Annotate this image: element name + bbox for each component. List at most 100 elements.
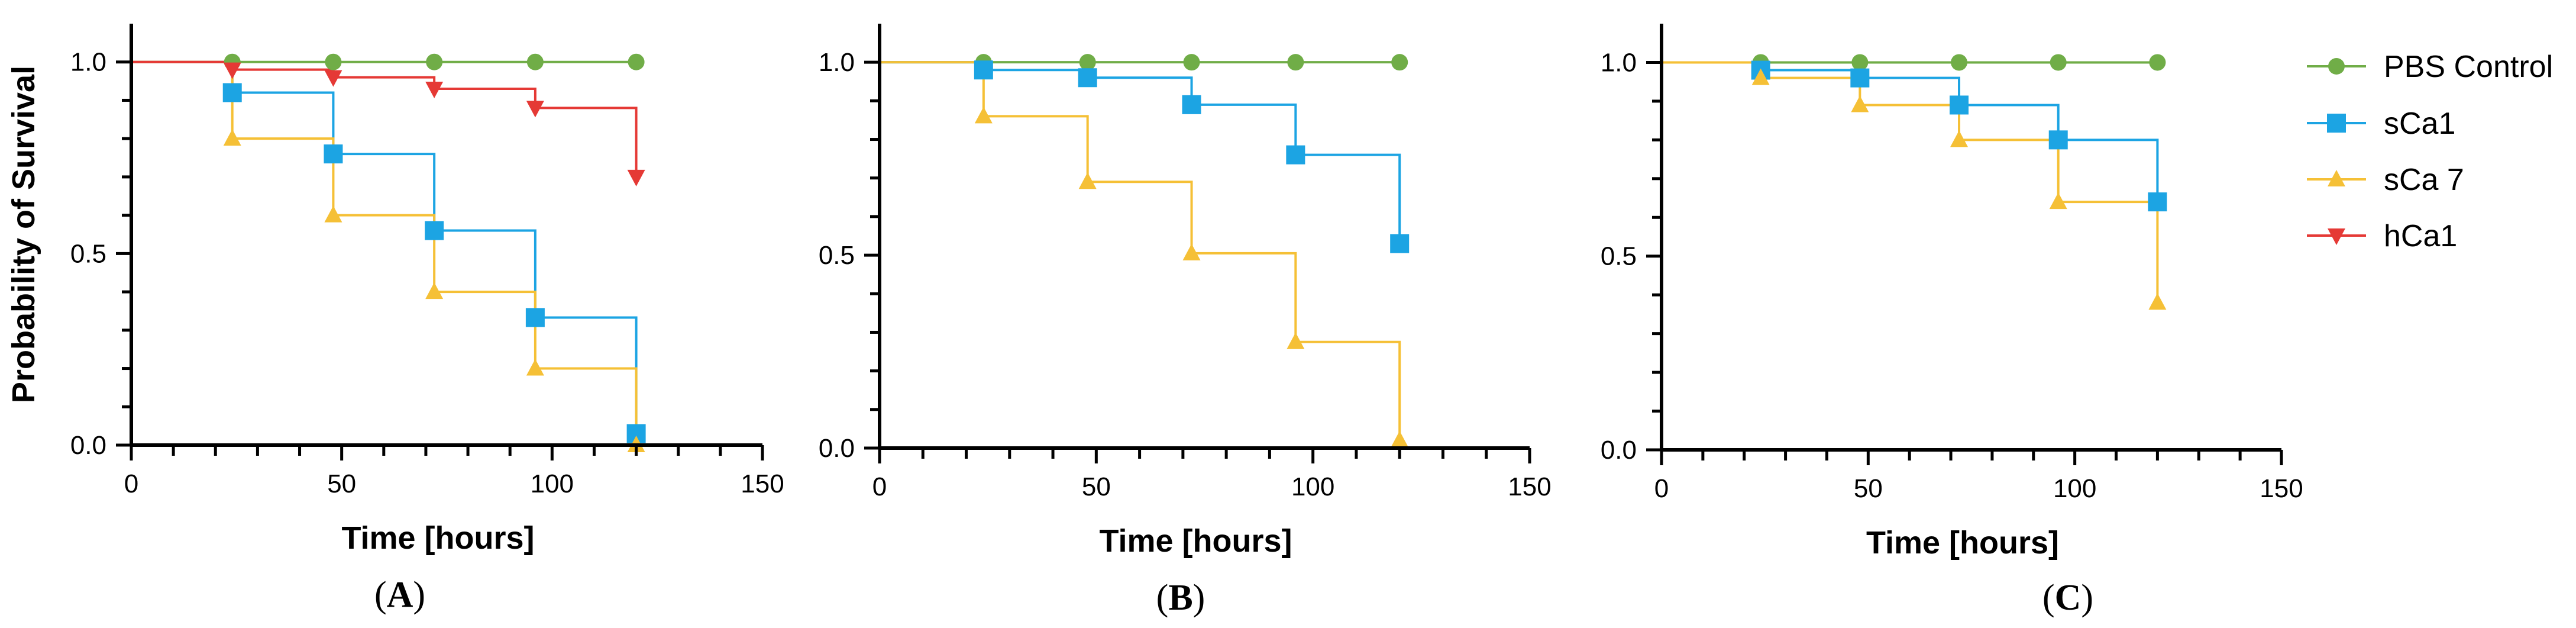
data-point-hca1 bbox=[324, 70, 342, 87]
legend-item-sca1: sCa1 bbox=[2307, 107, 2455, 141]
legend-marker-sca1 bbox=[2327, 114, 2346, 133]
data-point-sca7 bbox=[526, 359, 544, 376]
data-point-sca1 bbox=[2148, 192, 2167, 212]
data-point-pbs bbox=[1851, 54, 1869, 71]
legend-marker-hca1 bbox=[2328, 228, 2345, 245]
panel-label: (A) bbox=[374, 575, 425, 615]
panel-label-close: ) bbox=[1193, 578, 1205, 618]
data-point-sca7 bbox=[1287, 332, 1305, 349]
x-axis-title: Time [hours] bbox=[1866, 525, 2059, 561]
data-point-sca1 bbox=[2048, 130, 2068, 150]
series-line-sca1 bbox=[880, 61, 1401, 244]
data-point-sca1 bbox=[425, 221, 444, 240]
data-point-pbs bbox=[426, 53, 443, 70]
x-tick-label: 50 bbox=[1082, 472, 1111, 501]
y-tick-label: 0.0 bbox=[70, 431, 106, 460]
legend-marker-pbs bbox=[2328, 58, 2345, 75]
data-point-sca7 bbox=[1950, 130, 1969, 147]
y-tick-label: 0.0 bbox=[819, 434, 855, 463]
panel-label-close: ) bbox=[2081, 578, 2093, 618]
x-tick-label: 100 bbox=[1291, 472, 1334, 501]
x-tick-label: 100 bbox=[531, 469, 574, 498]
panels: 0 50 100 150 0.0 0.5 1.0 Time [hours] Probabilit… bbox=[6, 24, 2303, 618]
chart-panel-c: 0 50 100 150 0.0 0.5 1.0 Time [hours] (C) bbox=[1601, 24, 2303, 618]
data-point-sca7 bbox=[324, 205, 342, 223]
x-tick-label: 100 bbox=[2053, 474, 2096, 503]
data-point-sca1 bbox=[1182, 95, 1201, 114]
panel-label-open: ( bbox=[2042, 578, 2055, 618]
panel-label-open: ( bbox=[1156, 578, 1169, 618]
data-point-hca1 bbox=[425, 82, 444, 99]
y-tick-label: 0.0 bbox=[1601, 436, 1637, 465]
data-point-hca1 bbox=[223, 62, 241, 79]
data-point-pbs bbox=[1287, 54, 1304, 71]
x-tick-label: 150 bbox=[1508, 472, 1551, 501]
panel-label-close: ) bbox=[413, 575, 425, 615]
data-point-sca7 bbox=[1182, 243, 1201, 260]
panel-label-letter: B bbox=[1168, 578, 1192, 618]
legend-label: sCa 7 bbox=[2384, 163, 2464, 197]
data-point-pbs bbox=[1391, 54, 1408, 71]
data-point-sca1 bbox=[1850, 68, 1870, 88]
legend-label: sCa1 bbox=[2384, 107, 2455, 141]
data-point-pbs bbox=[628, 53, 645, 70]
panel-label: (B) bbox=[1156, 578, 1205, 618]
data-point-sca1 bbox=[1286, 145, 1305, 165]
data-point-pbs bbox=[2149, 54, 2166, 71]
legend-marker-sca7 bbox=[2328, 170, 2345, 186]
data-point-sca7 bbox=[1078, 172, 1097, 189]
legend-label: PBS Control bbox=[2384, 50, 2553, 84]
data-point-pbs bbox=[526, 53, 544, 70]
data-point-pbs bbox=[2050, 54, 2067, 71]
legend-item-hca1: hCa1 bbox=[2307, 219, 2457, 253]
data-point-pbs bbox=[1079, 54, 1096, 71]
data-point-hca1 bbox=[526, 101, 544, 118]
x-tick-label: 50 bbox=[327, 469, 356, 498]
series-line-sca7 bbox=[131, 60, 638, 445]
data-point-sca7 bbox=[223, 129, 241, 146]
data-point-pbs bbox=[325, 53, 342, 70]
data-point-pbs bbox=[1951, 54, 1968, 71]
data-point-sca7 bbox=[1751, 68, 1770, 85]
x-tick-label: 0 bbox=[872, 472, 887, 501]
data-point-sca7 bbox=[2148, 293, 2167, 310]
panel-label-open: ( bbox=[374, 575, 387, 615]
data-point-sca1 bbox=[222, 83, 242, 102]
x-tick-label: 0 bbox=[124, 469, 138, 498]
y-tick-label: 0.5 bbox=[70, 239, 106, 268]
data-point-sca7 bbox=[1851, 95, 1869, 112]
series-line-sca7 bbox=[880, 61, 1401, 440]
x-tick-label: 150 bbox=[741, 469, 784, 498]
data-point-sca7 bbox=[974, 107, 993, 124]
x-tick-label: 0 bbox=[1654, 474, 1669, 503]
x-tick-label: 50 bbox=[1854, 474, 1883, 503]
y-tick-label: 1.0 bbox=[819, 48, 855, 77]
legend-item-sca7: sCa 7 bbox=[2307, 163, 2464, 197]
y-tick-label: 0.5 bbox=[819, 241, 855, 270]
data-point-sca7 bbox=[1391, 430, 1409, 447]
data-point-sca1 bbox=[525, 308, 545, 327]
data-point-sca1 bbox=[1078, 68, 1097, 88]
data-point-hca1 bbox=[627, 169, 645, 186]
y-tick-label: 0.5 bbox=[1601, 242, 1637, 271]
series-line-sca1 bbox=[131, 60, 638, 434]
panel-label-letter: A bbox=[387, 575, 413, 615]
data-point-sca7 bbox=[425, 282, 444, 299]
y-tick-label: 1.0 bbox=[70, 48, 106, 77]
panel-label-letter: C bbox=[2055, 578, 2082, 618]
data-point-sca1 bbox=[324, 144, 343, 164]
chart-panel-b: 0 50 100 150 0.0 0.5 1.0 Time [hours] (B) bbox=[819, 24, 1552, 618]
series-line-sca7 bbox=[1662, 61, 2159, 303]
y-axis-title: Probability of Survival bbox=[6, 66, 41, 403]
y-tick-label: 1.0 bbox=[1601, 48, 1637, 77]
legend-label: hCa1 bbox=[2384, 219, 2457, 253]
data-point-sca1 bbox=[1950, 95, 1969, 115]
legend: PBS Control sCa1 sCa 7 hCa1 bbox=[2307, 50, 2553, 253]
panel-label: (C) bbox=[2042, 578, 2093, 618]
data-point-sca1 bbox=[1390, 234, 1410, 253]
series-line-hca1 bbox=[131, 60, 638, 177]
data-point-pbs bbox=[1183, 54, 1200, 71]
series-line-sca1 bbox=[1662, 61, 2159, 202]
legend-item-pbs: PBS Control bbox=[2307, 50, 2553, 84]
